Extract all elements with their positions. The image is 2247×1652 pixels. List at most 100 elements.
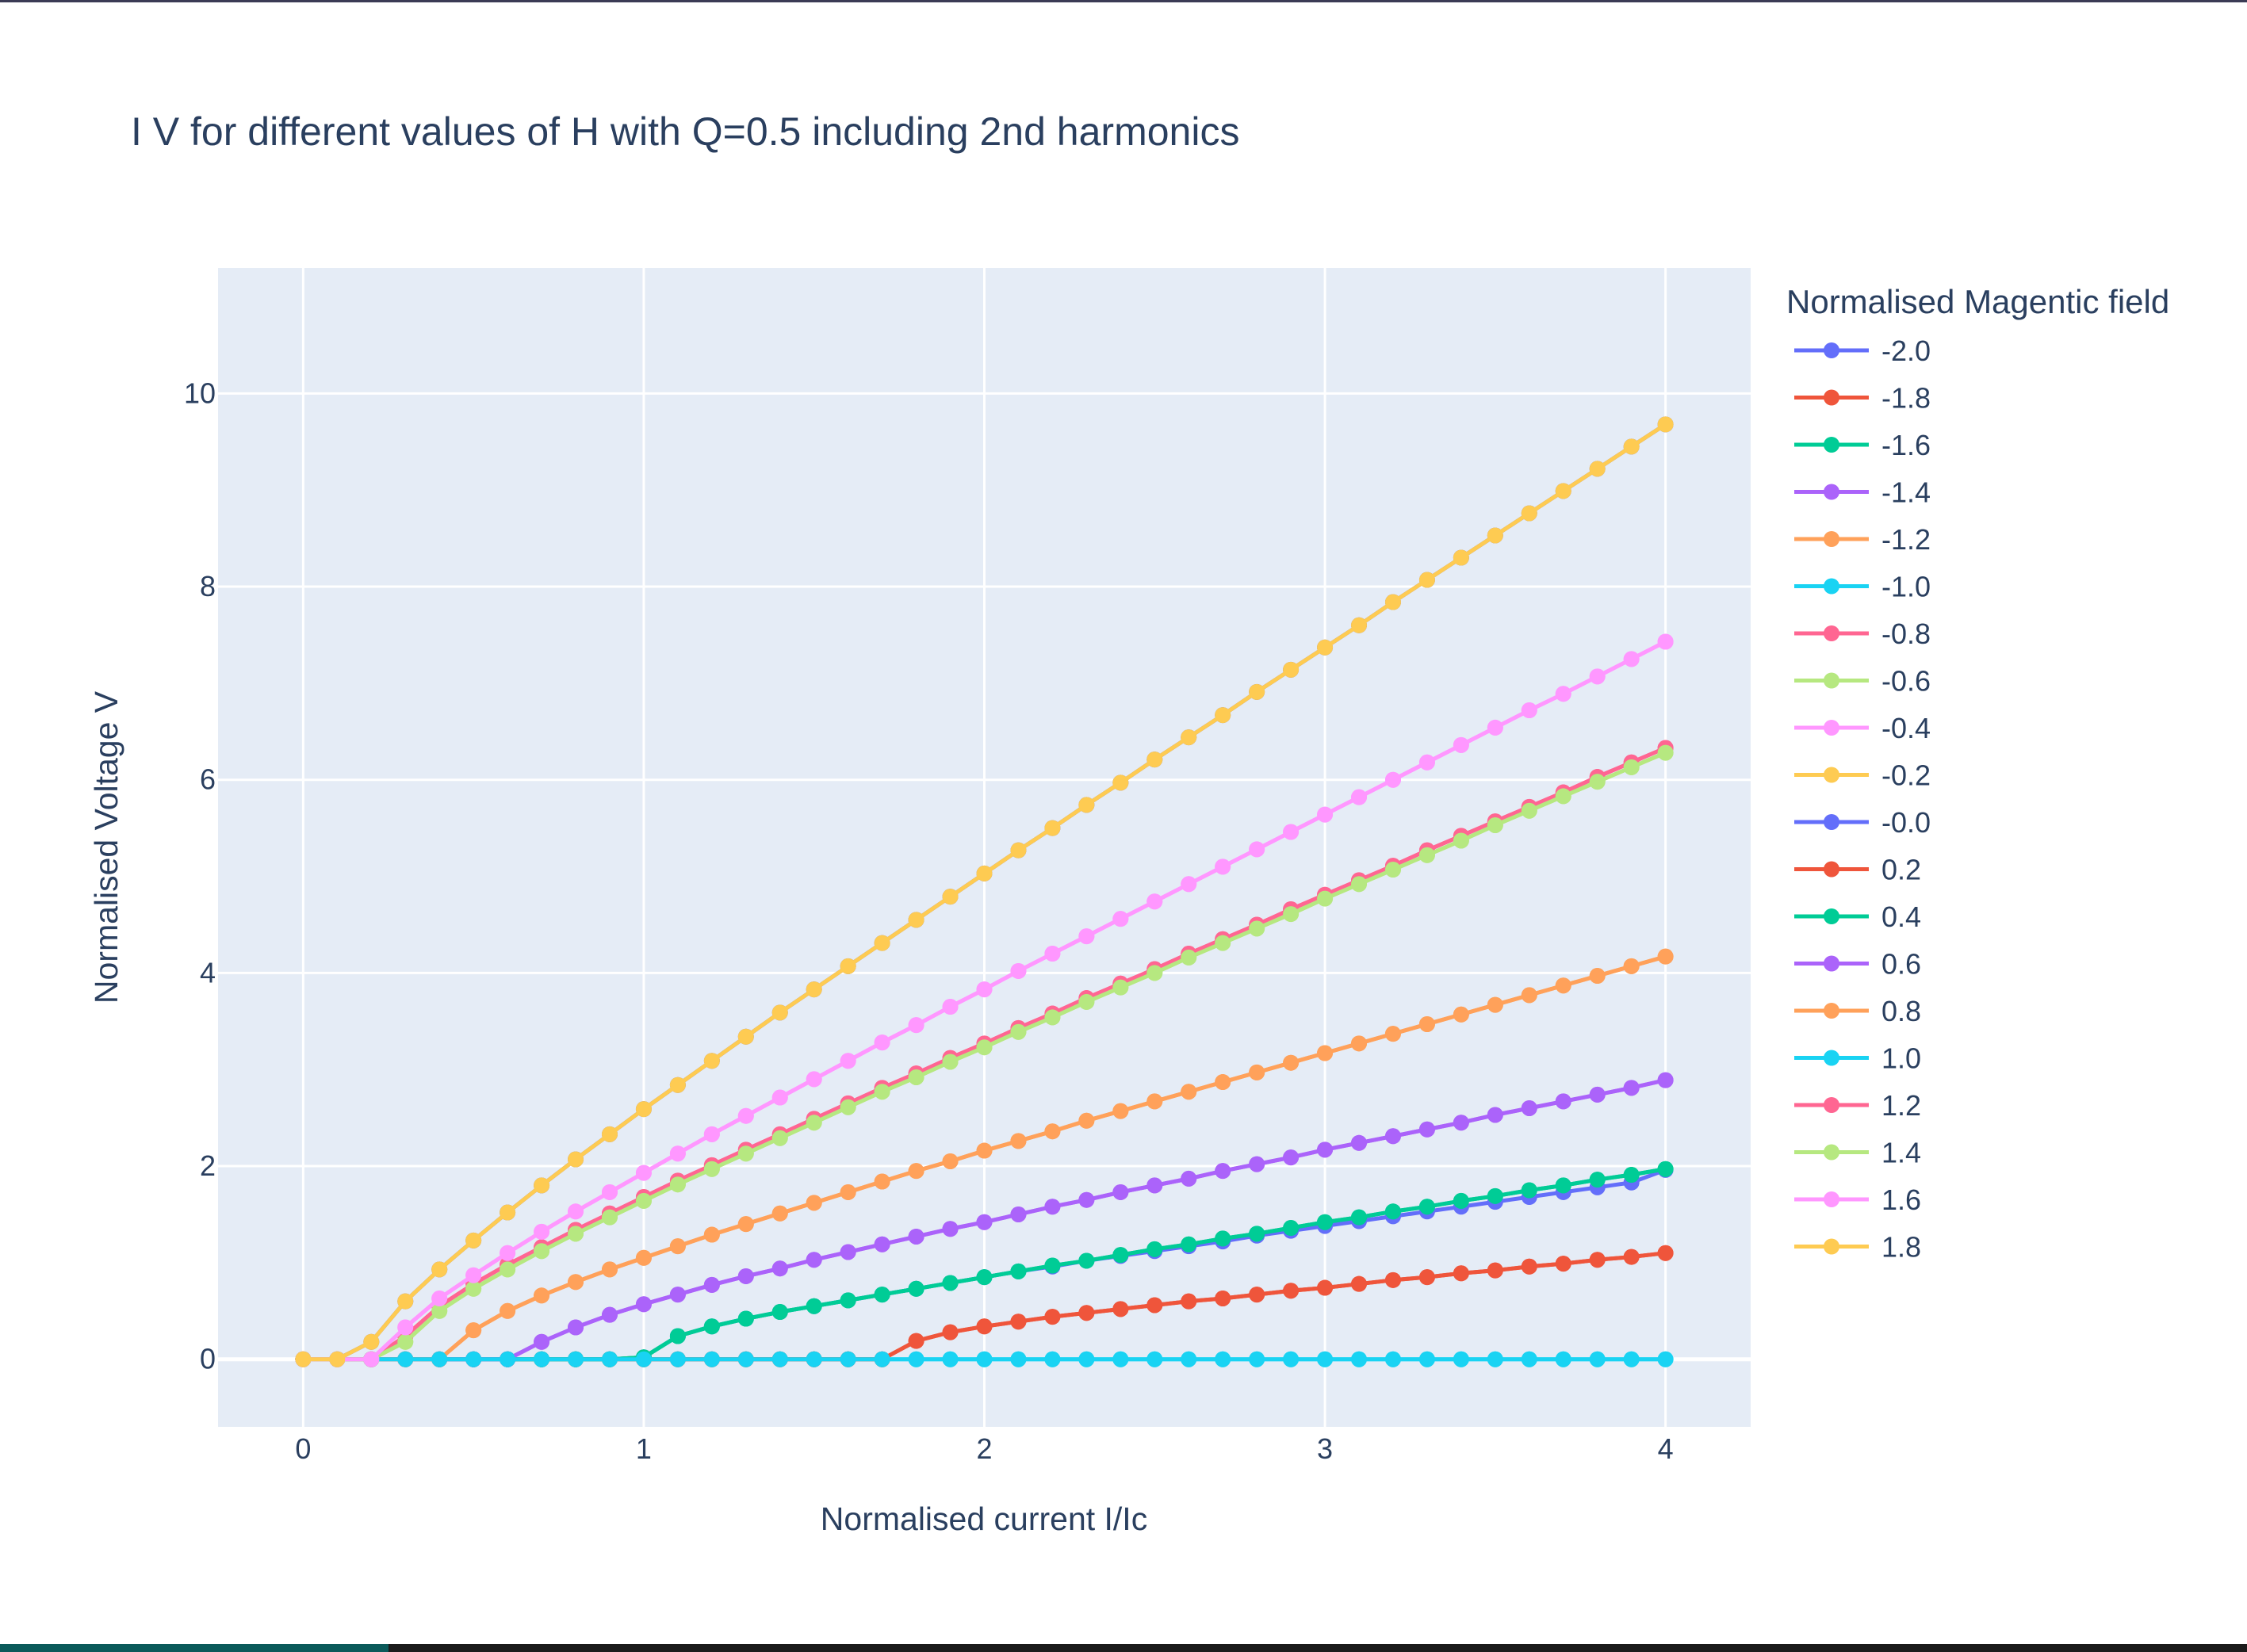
window-top-border [0,0,2247,2]
legend-label: 1.4 [1881,1137,1921,1169]
legend-item[interactable]: -0.8 [1794,618,1931,650]
data-point [635,1351,652,1367]
legend-item[interactable]: -2.0 [1794,335,1931,367]
data-point [942,1351,959,1367]
data-point [806,1115,822,1131]
data-point [568,1351,584,1367]
series-1.8 [295,416,1674,1367]
legend-label: 1.2 [1881,1089,1921,1122]
legend-item[interactable]: 0.4 [1794,901,1921,933]
data-point [1044,1257,1061,1274]
data-point [431,1290,448,1306]
legend-item[interactable]: 1.6 [1794,1184,1921,1216]
x-tick-label: 4 [1658,1432,1674,1465]
legend-swatch-marker [1824,389,1839,406]
legend-title: Normalised Magentic field [1786,283,2169,320]
data-point [1215,1230,1231,1247]
data-point [329,1351,346,1367]
data-point [1623,438,1640,455]
data-point [1555,1351,1571,1367]
data-point [1521,1182,1537,1199]
data-point [465,1322,482,1339]
data-point [771,1089,788,1106]
legend-item[interactable]: -0.0 [1794,806,1931,839]
data-point [1146,1297,1163,1314]
data-point [1181,1084,1197,1100]
data-point [1521,987,1537,1004]
data-point [976,865,993,881]
data-point [1112,1351,1129,1367]
data-point [1181,876,1197,893]
data-point [737,1310,754,1327]
data-point [635,1101,652,1118]
data-point [840,1099,856,1115]
legend-swatch-marker [1824,437,1839,453]
data-point [1623,1249,1640,1265]
data-point [1657,1072,1674,1088]
data-point [1555,686,1571,702]
legend-item[interactable]: 1.4 [1794,1137,1921,1169]
legend-item[interactable]: 1.0 [1794,1042,1921,1075]
legend-item[interactable]: -1.4 [1794,476,1931,509]
data-point [1453,549,1469,566]
series-1.0 [295,1351,1674,1367]
y-tick-label: 2 [200,1149,216,1182]
data-point [1555,788,1571,805]
data-point [500,1204,516,1221]
legend-item[interactable]: -1.0 [1794,571,1931,603]
legend-item[interactable]: 1.8 [1794,1231,1921,1264]
data-point [1589,774,1606,790]
legend-label: -1.0 [1881,571,1931,603]
data-point [874,1351,890,1367]
data-point [1418,1351,1435,1367]
legend-item[interactable]: -1.8 [1794,382,1931,415]
data-point [1249,920,1265,937]
data-point [1453,1351,1469,1367]
data-point [806,1351,822,1367]
legend-item[interactable]: 0.8 [1794,995,1921,1027]
data-point [568,1274,584,1291]
data-point [1078,1252,1095,1269]
data-point [1418,1199,1435,1215]
data-point [1181,1293,1197,1310]
data-point [1384,1272,1401,1288]
data-point [703,1318,720,1335]
data-point [1010,1263,1027,1279]
data-point [771,1130,788,1146]
data-point [1010,1314,1027,1330]
data-point [1044,820,1061,836]
data-point [976,1039,993,1056]
data-point [703,1351,720,1367]
data-point [669,1176,686,1193]
data-point [1351,1134,1368,1151]
data-point [1351,1035,1368,1052]
data-point [771,1351,788,1367]
data-point [1589,1252,1606,1268]
data-point [534,1333,550,1350]
data-point [703,1126,720,1142]
legend-item[interactable]: -1.6 [1794,429,1931,461]
legend-item[interactable]: -0.2 [1794,759,1931,792]
data-point [737,1216,754,1233]
data-point [976,1214,993,1230]
legend-item[interactable]: 0.6 [1794,948,1921,981]
data-point [840,1351,856,1367]
data-point [1044,1009,1061,1026]
data-point [1044,946,1061,962]
legend-item[interactable]: 0.2 [1794,854,1921,886]
legend-item[interactable]: 1.2 [1794,1089,1921,1122]
legend-swatch-marker [1824,484,1839,500]
data-point [1657,948,1674,965]
legend-item[interactable]: -0.4 [1794,712,1931,744]
legend-label: -1.4 [1881,476,1931,509]
legend[interactable]: Normalised Magentic field -2.0 -1.8 -1.6 -1… [1786,283,2169,1264]
data-point [908,1017,924,1034]
legend-item[interactable]: -0.6 [1794,665,1931,698]
x-tick-label: 3 [1317,1432,1333,1465]
data-point [942,1153,959,1169]
y-tick-label: 10 [184,377,216,409]
data-point [1249,1064,1265,1080]
legend-item[interactable]: -1.2 [1794,523,1931,556]
data-point [500,1302,516,1319]
